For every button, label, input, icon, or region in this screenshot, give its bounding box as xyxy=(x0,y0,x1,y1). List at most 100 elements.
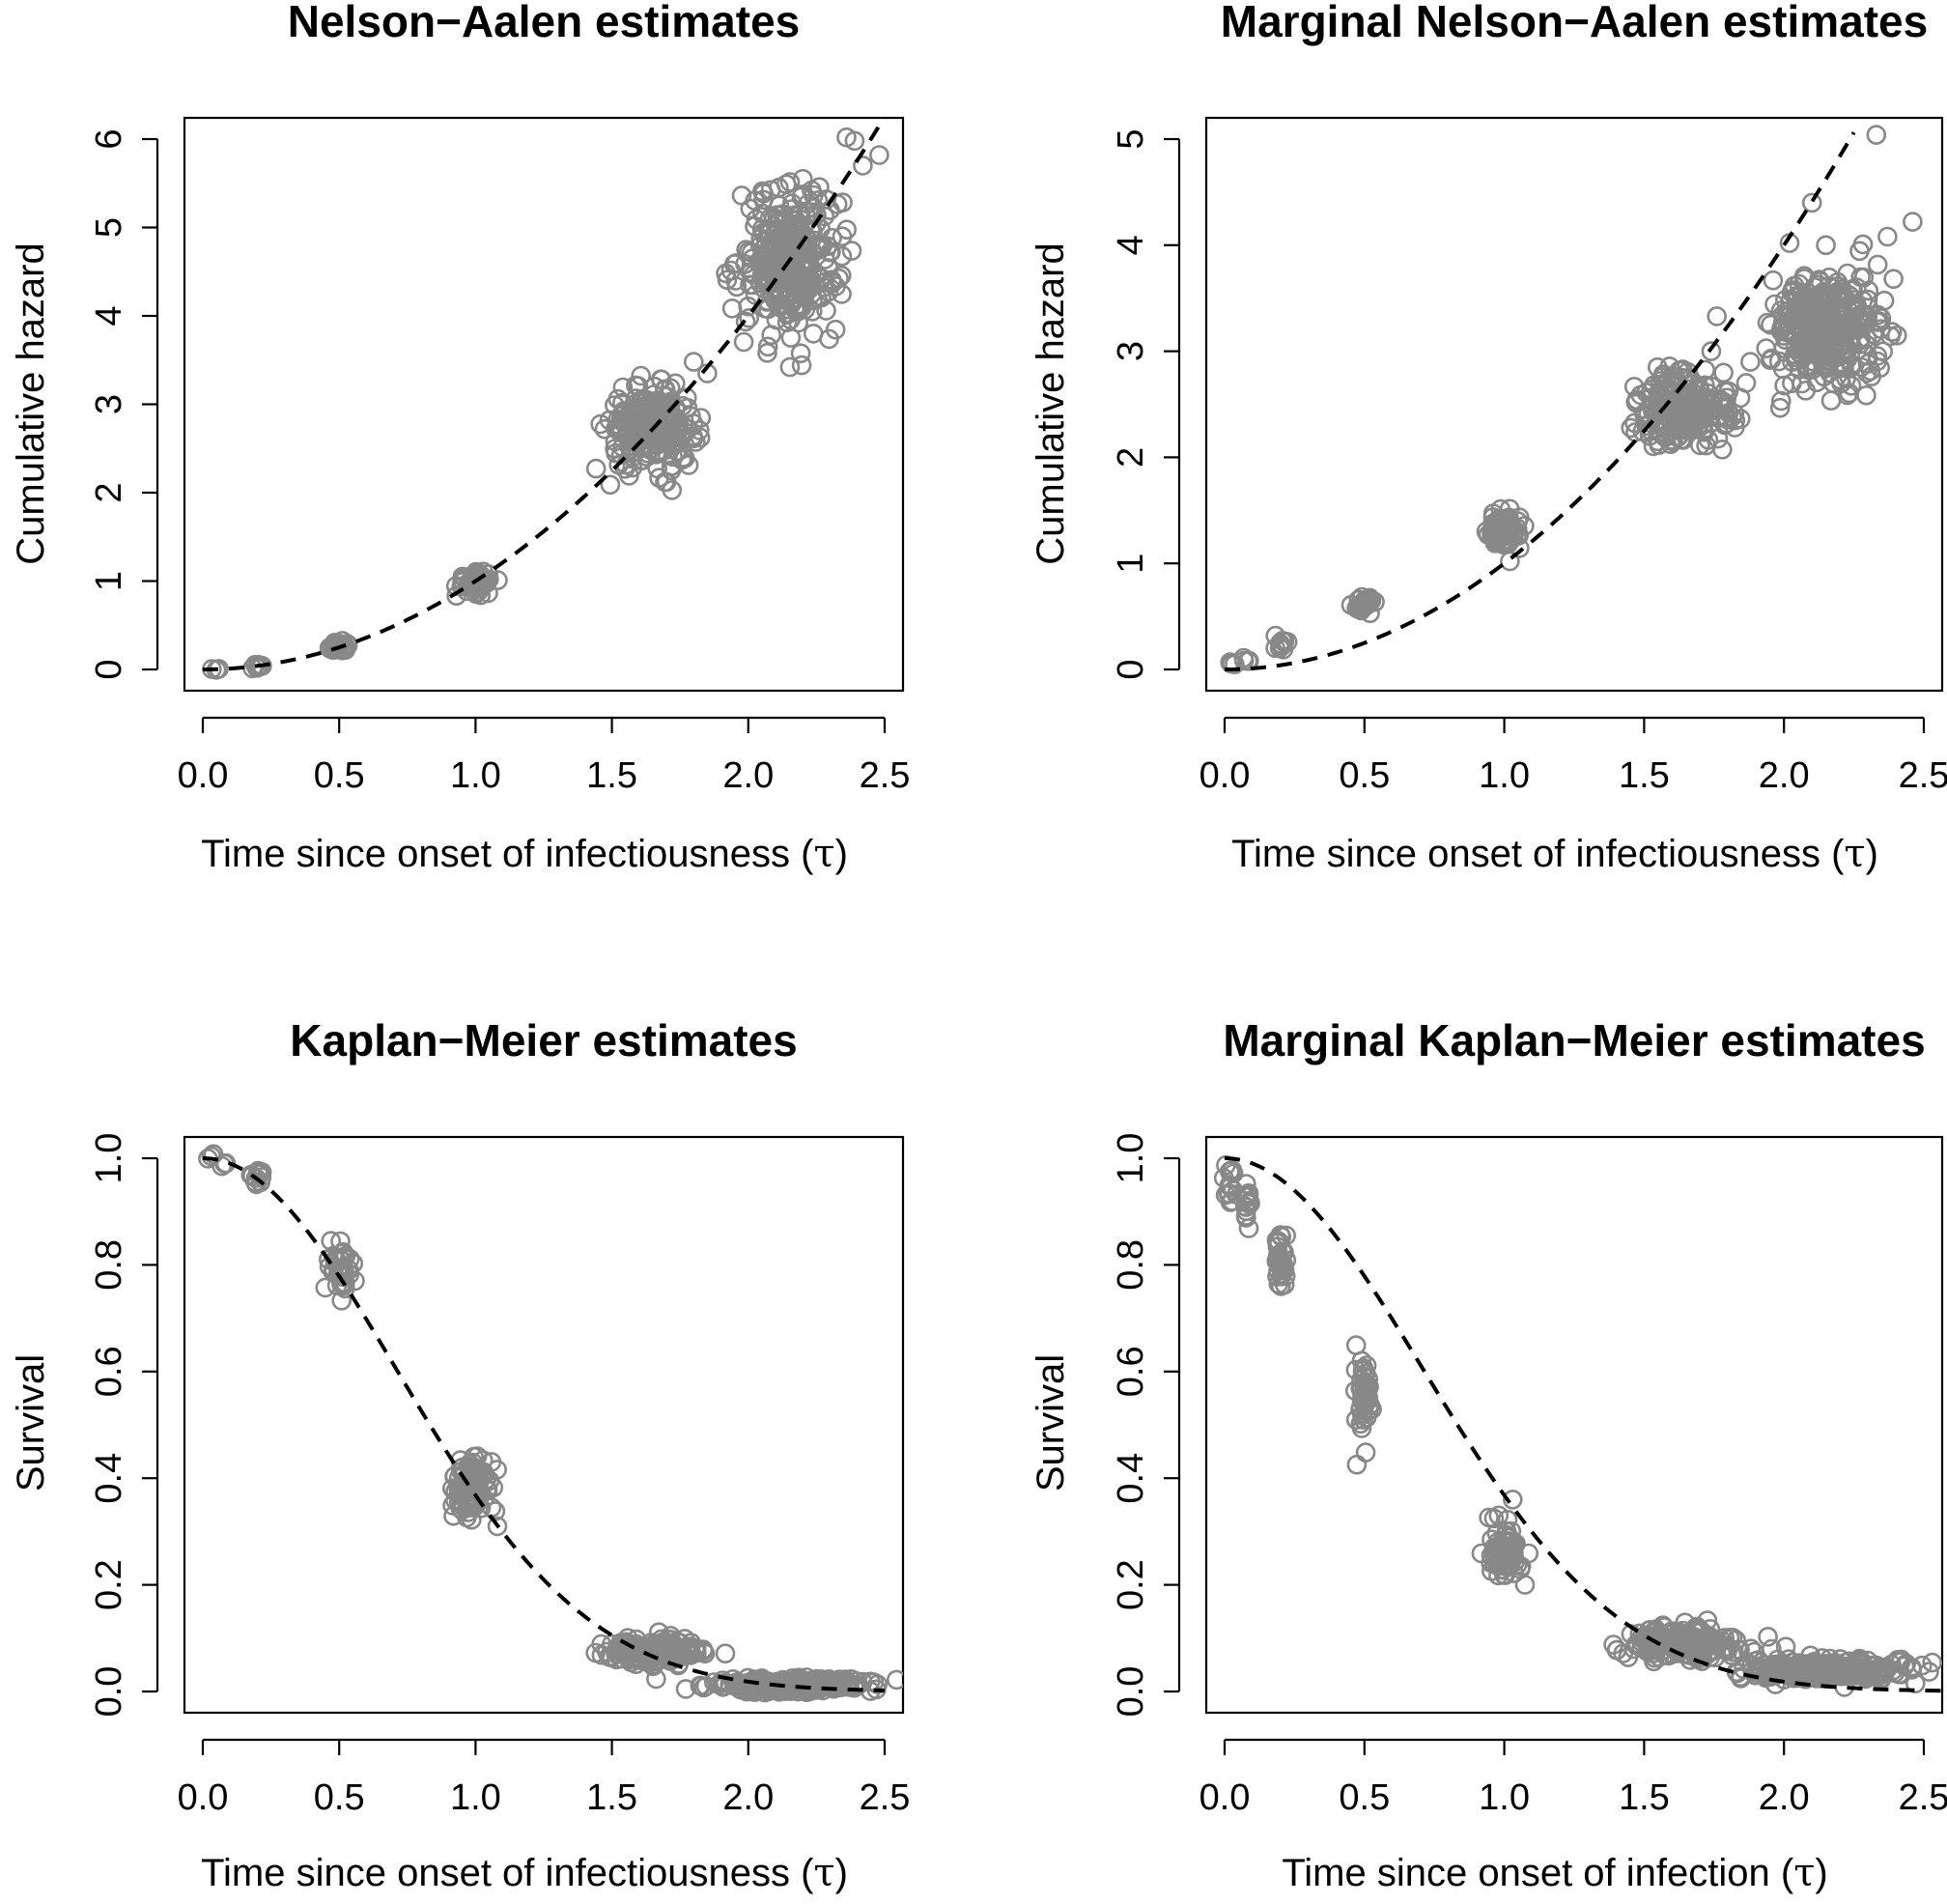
data-point xyxy=(683,412,704,434)
y-tick-label: 1.0 xyxy=(1111,1133,1151,1184)
data-point xyxy=(795,279,816,300)
data-point xyxy=(458,1496,479,1517)
data-point xyxy=(1756,338,1776,358)
data-point xyxy=(1693,1632,1714,1653)
data-point xyxy=(1850,1650,1871,1670)
plot-frame xyxy=(1204,116,1944,693)
data-point xyxy=(792,168,813,189)
x-tick-label: 2.0 xyxy=(1759,1777,1810,1818)
data-point xyxy=(1690,380,1710,401)
scatter-points xyxy=(198,1144,903,1703)
data-point xyxy=(1816,235,1836,256)
data-point xyxy=(646,1668,666,1690)
reference-curve xyxy=(1224,1156,1942,1693)
data-point xyxy=(1514,1575,1536,1595)
data-point xyxy=(1266,1230,1287,1251)
data-point xyxy=(1840,327,1860,349)
data-point xyxy=(1726,1630,1746,1651)
data-point xyxy=(1842,280,1863,301)
data-point xyxy=(776,1680,797,1700)
data-point xyxy=(731,185,752,206)
data-point xyxy=(1801,330,1822,352)
data-point xyxy=(792,185,813,205)
data-point xyxy=(752,203,773,224)
data-point xyxy=(1807,310,1827,331)
data-point xyxy=(1853,267,1875,288)
data-point xyxy=(806,213,827,234)
y-tick-label: 1 xyxy=(89,571,129,591)
data-point xyxy=(1866,125,1887,145)
data-point xyxy=(1713,362,1734,384)
y-tick-label: 0.0 xyxy=(1111,1666,1151,1718)
x-tick-label: 0.0 xyxy=(178,755,229,796)
data-point xyxy=(241,1165,263,1186)
data-point xyxy=(1669,414,1690,436)
data-point xyxy=(1359,1400,1379,1420)
data-point xyxy=(778,269,800,290)
data-point xyxy=(1774,375,1794,396)
x-tick-label: 1.0 xyxy=(450,1777,501,1818)
data-point xyxy=(1356,1355,1377,1376)
data-point xyxy=(1891,1664,1911,1685)
data-point xyxy=(769,177,789,198)
data-point xyxy=(330,1231,351,1252)
data-point xyxy=(1630,384,1651,406)
data-point xyxy=(1694,421,1714,442)
data-point xyxy=(790,343,811,364)
y-tick-label: 0.6 xyxy=(89,1346,129,1397)
data-point xyxy=(1707,306,1727,327)
data-point xyxy=(1849,241,1870,262)
data-point xyxy=(1270,1225,1291,1245)
data-point xyxy=(1880,326,1901,347)
data-point xyxy=(1238,1193,1258,1214)
x-tick-label: 0.0 xyxy=(178,1777,229,1818)
y-tick-label: 0.2 xyxy=(1111,1559,1151,1610)
y-tick-label: 3 xyxy=(89,394,129,414)
x-tick-label: 1.5 xyxy=(586,1777,637,1818)
x-tick-label: 0.5 xyxy=(1339,1777,1390,1818)
x-tick-label: 2.0 xyxy=(722,755,774,796)
data-point xyxy=(628,376,649,396)
data-point xyxy=(1735,373,1757,393)
data-point xyxy=(1503,1490,1523,1510)
panel-title: Marginal Nelson−Aalen estimates xyxy=(1221,0,1928,46)
data-point xyxy=(1831,355,1851,377)
data-point xyxy=(1870,357,1890,379)
data-point xyxy=(466,583,487,605)
x-tick-label: 1.5 xyxy=(1619,755,1670,796)
data-point xyxy=(607,410,629,430)
data-point xyxy=(1844,290,1864,310)
panel-title: Nelson−Aalen estimates xyxy=(288,0,801,46)
data-point xyxy=(1877,226,1898,247)
x-tick-label: 0.5 xyxy=(314,1777,365,1818)
x-tick-label: 2.0 xyxy=(722,1777,774,1818)
data-point xyxy=(715,1643,736,1663)
data-point xyxy=(1357,1380,1378,1401)
data-point xyxy=(1905,1673,1926,1693)
y-tick-label: 0.4 xyxy=(1111,1453,1151,1504)
x-tick-label: 2.5 xyxy=(860,755,911,796)
data-point xyxy=(643,384,664,405)
data-point xyxy=(1730,1639,1750,1661)
y-tick-label: 4 xyxy=(89,305,129,326)
data-point xyxy=(1352,1360,1373,1380)
data-point xyxy=(1740,352,1761,372)
y-tick-label: 3 xyxy=(1111,341,1151,361)
y-axis-label: Cumulative hazard xyxy=(1030,242,1072,565)
data-point xyxy=(820,1675,841,1696)
x-tick-label: 0.0 xyxy=(1199,1777,1251,1818)
data-point xyxy=(608,454,630,475)
panel-4: Marginal Kaplan−Meier estimates Survival T… xyxy=(1030,1015,1947,1895)
data-point xyxy=(1887,325,1907,346)
data-point xyxy=(1654,1644,1675,1665)
data-point xyxy=(215,1152,237,1174)
y-tick-label: 2 xyxy=(89,482,129,502)
data-point xyxy=(631,365,652,386)
data-point xyxy=(612,377,634,398)
data-point xyxy=(1358,589,1378,610)
data-point xyxy=(1683,1630,1704,1650)
data-point xyxy=(1856,310,1877,331)
y-tick-label: 0.8 xyxy=(89,1239,129,1291)
data-point xyxy=(647,394,668,414)
data-point xyxy=(1621,417,1641,439)
